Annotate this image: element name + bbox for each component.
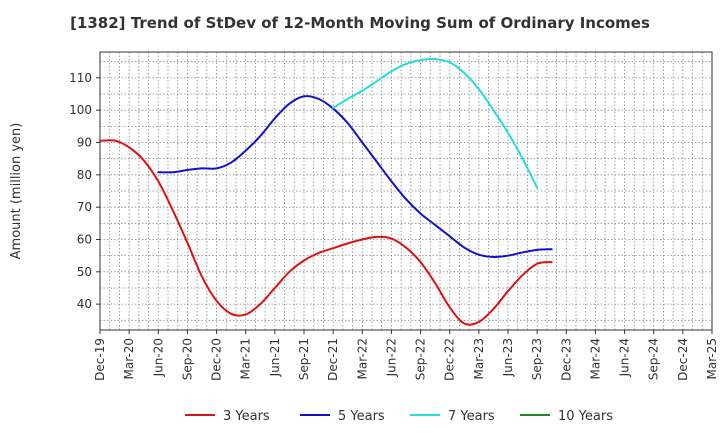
x-tick-label: Jun-21 [268, 338, 282, 377]
plot-border [99, 51, 713, 331]
x-tick-label: Jun-22 [384, 338, 398, 377]
y-tick-label: 80 [77, 168, 92, 182]
chart-title: [1382] Trend of StDev of 12-Month Moving… [70, 14, 650, 32]
legend-label-3-years: 3 Years [223, 409, 270, 424]
x-tick-label: Mar-25 [705, 338, 719, 379]
y-tick-label: 40 [77, 297, 92, 311]
legend-label-5-years: 5 Years [338, 409, 385, 424]
x-tick-label: Jun-20 [151, 338, 165, 377]
x-tick-label: Dec-23 [559, 338, 573, 381]
legend-label-7-years: 7 Years [448, 409, 495, 424]
x-tick-label: Dec-20 [210, 338, 224, 381]
series-line-7-years [332, 57, 539, 189]
x-tick-label: Sep-21 [297, 338, 311, 380]
x-tick-label: Mar-22 [355, 338, 369, 379]
y-tick-label: 60 [77, 232, 92, 246]
series-line-3-years [99, 139, 553, 326]
y-tick-label: 100 [69, 103, 92, 117]
x-tick-label: Dec-21 [326, 338, 340, 381]
y-tick-label: 110 [69, 71, 92, 85]
x-tick-label: Mar-20 [122, 338, 136, 379]
x-tick-label: Sep-24 [647, 338, 661, 380]
x-tick-label: Jun-24 [618, 338, 632, 377]
legend-label-10-years: 10 Years [558, 409, 613, 424]
y-tick-label: 70 [77, 200, 92, 214]
x-tick-label: Dec-19 [93, 338, 107, 381]
x-tick-label: Mar-23 [472, 338, 486, 379]
y-tick-label: 50 [77, 265, 92, 279]
y-tick-label: 90 [77, 136, 92, 150]
x-tick-label: Mar-21 [239, 338, 253, 379]
x-tick-label: Sep-23 [530, 338, 544, 380]
y-axis-label: Amount (million yen) [9, 123, 24, 260]
x-tick-label: Sep-22 [414, 338, 428, 380]
x-tick-label: Dec-22 [443, 338, 457, 381]
series-line-5-years [157, 95, 553, 258]
x-tick-label: Dec-24 [676, 338, 690, 381]
x-tick-label: Sep-20 [180, 338, 194, 380]
x-tick-label: Jun-23 [501, 338, 515, 377]
x-tick-label: Mar-24 [588, 338, 602, 379]
